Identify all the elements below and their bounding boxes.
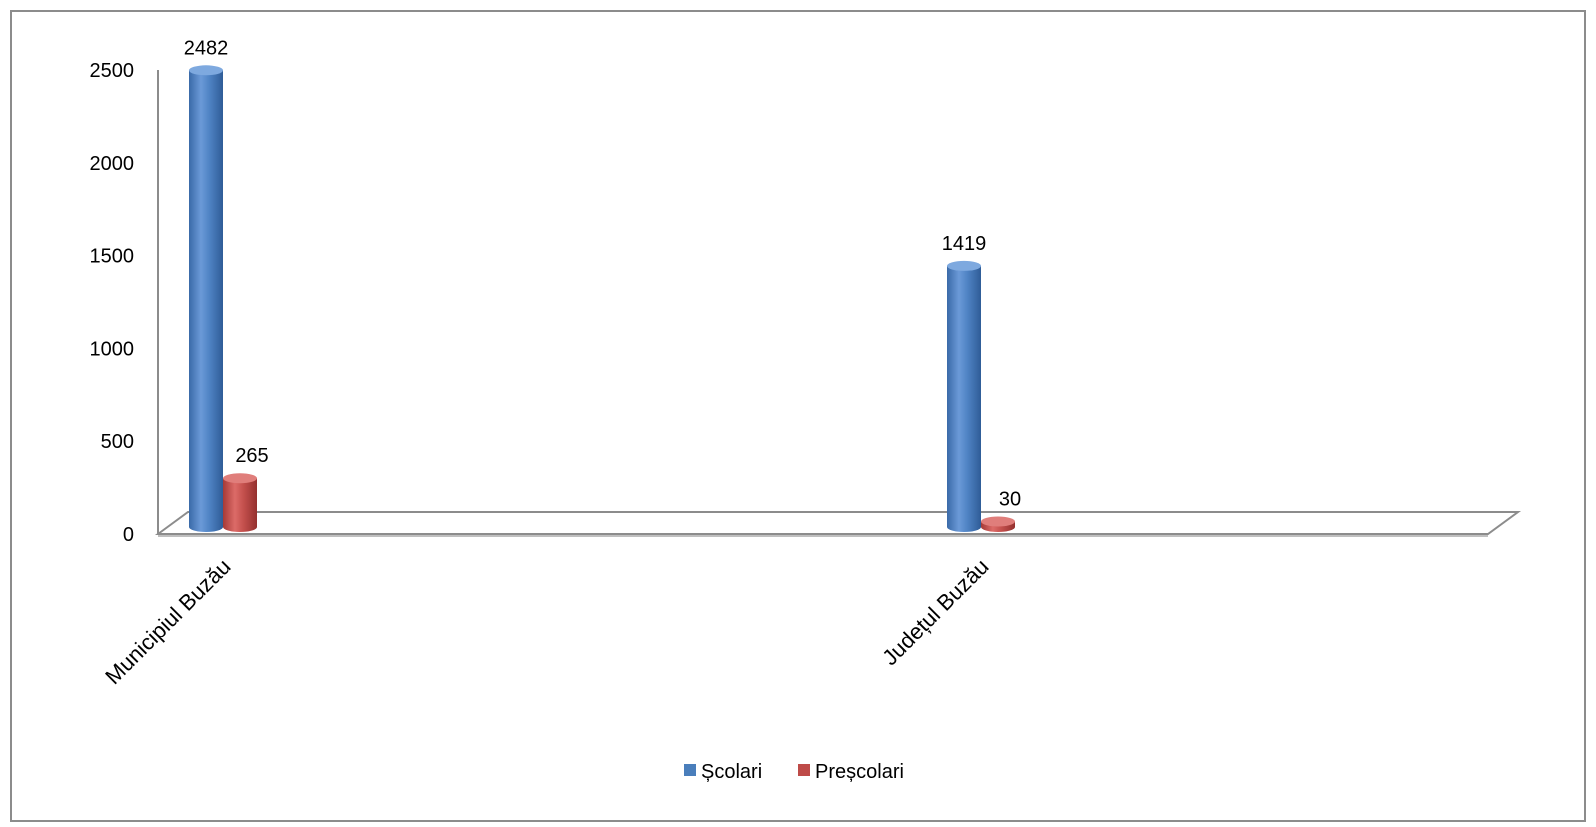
bar-top [223,473,257,484]
data-label: 1419 [942,233,987,255]
bar-top [947,260,981,271]
y-axis-ticks: 0 500 1000 1500 2000 2500 [90,60,135,546]
chart-frame: 0 500 1000 1500 2000 2500 2482 265 1419 30 Munic… [10,10,1586,822]
category-label: Județul Buzău [877,554,993,670]
y-tick-label: 1500 [90,246,135,268]
bars [189,65,1015,532]
bar-top [981,516,1015,527]
data-label: 30 [999,488,1021,510]
bar [189,65,223,532]
y-tick-label: 2500 [90,60,135,82]
bar-body [223,478,257,532]
bar-body [189,70,223,532]
y-tick-label: 1000 [90,338,135,360]
legend-swatch [798,764,810,776]
category-label: Municipiul Buzău [100,554,235,689]
bar [981,516,1015,532]
legend-swatch [684,764,696,776]
category-labels: Municipiul Buzău Județul Buzău [100,554,993,689]
legend-label: Școlari [701,761,762,783]
chart-area: 0 500 1000 1500 2000 2500 2482 265 1419 30 Munic… [90,37,1522,783]
y-tick-label: 500 [101,431,134,453]
legend: Școlari Preșcolari [684,761,904,783]
bar-body [947,265,981,532]
bar [947,260,981,532]
data-label: 2482 [184,37,229,59]
chart-floor [154,511,1522,535]
legend-label: Preșcolari [815,761,904,783]
y-tick-label: 2000 [90,153,135,175]
bar-top [189,65,223,76]
y-tick-label: 0 [123,524,134,546]
bar [223,473,257,532]
data-labels: 2482 265 1419 30 [184,37,1021,510]
data-label: 265 [235,445,268,467]
